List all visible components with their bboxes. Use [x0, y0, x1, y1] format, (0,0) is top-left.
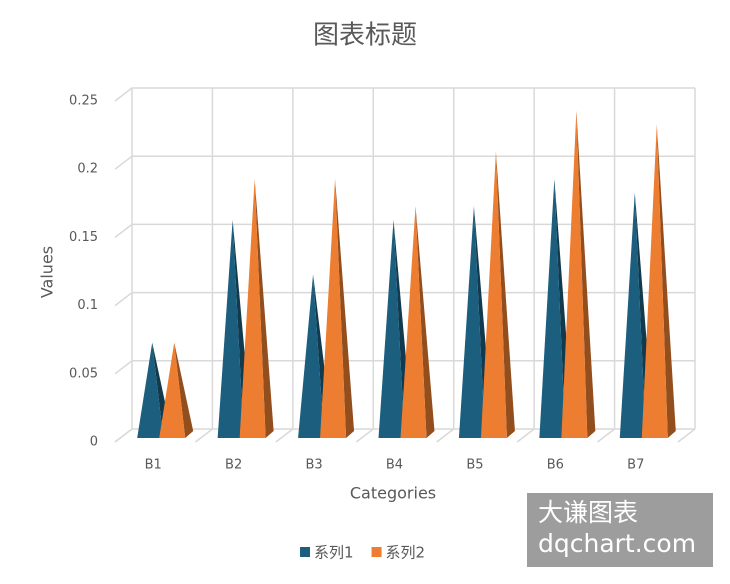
floor-line — [114, 428, 133, 443]
pyramid-front — [400, 206, 427, 438]
grid-line — [114, 223, 695, 238]
y-tick-label: 0.15 — [69, 230, 98, 245]
pyramid — [641, 124, 676, 438]
pyramid-side — [415, 206, 435, 438]
floor-line — [194, 428, 213, 443]
x-tick-label: B7 — [627, 458, 644, 473]
pyramid — [239, 178, 274, 438]
grid-line — [114, 291, 695, 307]
y-tick-label: 0.1 — [77, 298, 98, 313]
pyramid-front — [159, 342, 186, 438]
pyramid — [400, 206, 435, 438]
x-tick-label: B1 — [145, 458, 162, 473]
pyramid — [561, 110, 596, 438]
pyramid — [159, 342, 194, 438]
legend: 系列1 系列2 — [300, 544, 425, 562]
legend-swatch — [300, 547, 310, 557]
x-axis-title: Categories — [350, 484, 436, 503]
y-tick-label: 0.2 — [77, 162, 98, 177]
pyramid-front — [561, 110, 588, 438]
y-tick-label: 0.05 — [69, 366, 98, 381]
pyramid-front — [320, 178, 347, 438]
floor-line — [597, 428, 616, 443]
chart-title: 图表标题 — [313, 21, 417, 51]
pyramid-front — [298, 274, 325, 438]
pyramid-front — [378, 219, 405, 438]
x-tick-label: B6 — [547, 458, 564, 473]
pyramid-front — [619, 192, 646, 438]
pyramid-side — [656, 124, 676, 438]
pyramid-side — [254, 178, 274, 438]
pyramid-side — [174, 342, 194, 438]
x-tick-label: B4 — [386, 458, 403, 473]
legend-label: 系列1 — [314, 544, 354, 562]
y-tick-label: 0 — [90, 435, 98, 450]
x-tick-label: B2 — [225, 458, 242, 473]
legend-label: 系列2 — [386, 544, 426, 562]
pyramid-front — [137, 342, 164, 438]
pyramid-front — [239, 178, 266, 438]
pyramid-side — [576, 110, 596, 438]
pyramid-front — [641, 124, 668, 438]
watermark-box — [527, 493, 713, 567]
y-axis-title: Values — [38, 246, 57, 298]
pyramid-front — [539, 178, 566, 438]
floor-line — [355, 428, 374, 443]
floor-line — [516, 428, 535, 443]
pyramid-side — [495, 151, 515, 438]
y-tick-label: 0.25 — [69, 94, 98, 109]
pyramid — [480, 151, 515, 438]
floor-line — [677, 428, 696, 443]
x-tick-label: B3 — [305, 458, 322, 473]
pyramid-front — [217, 219, 244, 438]
pyramid-front — [480, 151, 507, 438]
x-tick-label: B5 — [466, 458, 483, 473]
pyramid — [320, 178, 355, 438]
pyramid-front — [458, 206, 485, 438]
watermark-text: 大谦图表 — [538, 498, 638, 527]
floor-line — [275, 428, 294, 443]
floor-line — [436, 428, 455, 443]
grid-line — [114, 87, 695, 102]
watermark-text: dqchart.com — [538, 529, 696, 558]
grid-line — [114, 155, 695, 170]
pyramid-side — [335, 178, 355, 438]
legend-swatch — [371, 547, 382, 557]
